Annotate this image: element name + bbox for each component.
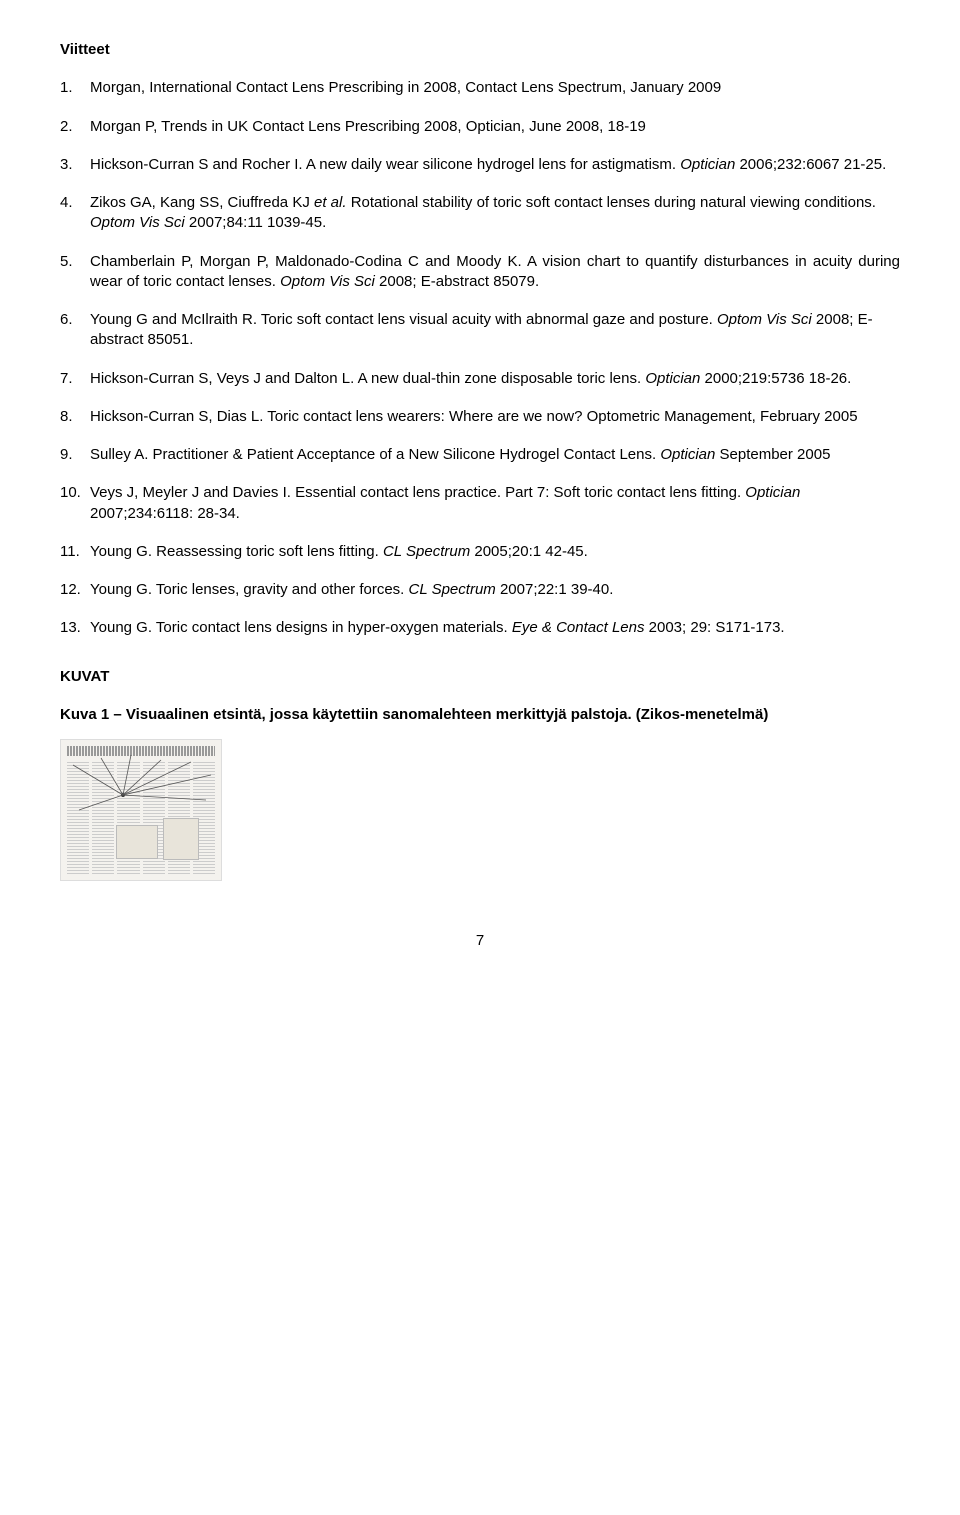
reference-number: 9. <box>60 445 90 465</box>
reference-text: Hickson-Curran S and Rocher I. A new dai… <box>90 155 900 175</box>
reference-number: 11. <box>60 542 90 562</box>
reference-item: 9.Sulley A. Practitioner & Patient Accep… <box>60 445 900 465</box>
figures-heading: KUVAT <box>60 667 900 687</box>
reference-text: Young G and McIlraith R. Toric soft cont… <box>90 310 900 351</box>
reference-number: 3. <box>60 155 90 175</box>
reference-item: 10.Veys J, Meyler J and Davies I. Essent… <box>60 483 900 524</box>
reference-number: 2. <box>60 117 90 137</box>
reference-text: Zikos GA, Kang SS, Ciuffreda KJ et al. R… <box>90 193 900 234</box>
reference-item: 7.Hickson-Curran S, Veys J and Dalton L.… <box>60 369 900 389</box>
reference-text: Young G. Reassessing toric soft lens fit… <box>90 542 900 562</box>
reference-number: 6. <box>60 310 90 351</box>
reference-text: Young G. Toric lenses, gravity and other… <box>90 580 900 600</box>
reference-item: 3.Hickson-Curran S and Rocher I. A new d… <box>60 155 900 175</box>
reference-text: Hickson-Curran S, Dias L. Toric contact … <box>90 407 900 427</box>
reference-number: 7. <box>60 369 90 389</box>
reference-item: 5.Chamberlain P, Morgan P, Maldonado-Cod… <box>60 252 900 293</box>
reference-item: 13.Young G. Toric contact lens designs i… <box>60 618 900 638</box>
figure-1-caption: Kuva 1 – Visuaalinen etsintä, jossa käyt… <box>60 705 900 725</box>
reference-item: 4.Zikos GA, Kang SS, Ciuffreda KJ et al.… <box>60 193 900 234</box>
figure-1-thumbnail <box>60 739 222 881</box>
reference-item: 2.Morgan P, Trends in UK Contact Lens Pr… <box>60 117 900 137</box>
reference-number: 4. <box>60 193 90 234</box>
reference-text: Hickson-Curran S, Veys J and Dalton L. A… <box>90 369 900 389</box>
reference-item: 6.Young G and McIlraith R. Toric soft co… <box>60 310 900 351</box>
reference-number: 13. <box>60 618 90 638</box>
reference-item: 11.Young G. Reassessing toric soft lens … <box>60 542 900 562</box>
reference-number: 12. <box>60 580 90 600</box>
reference-text: Veys J, Meyler J and Davies I. Essential… <box>90 483 900 524</box>
references-list: 1.Morgan, International Contact Lens Pre… <box>60 78 900 638</box>
reference-item: 1.Morgan, International Contact Lens Pre… <box>60 78 900 98</box>
reference-text: Sulley A. Practitioner & Patient Accepta… <box>90 445 900 465</box>
reference-number: 5. <box>60 252 90 293</box>
reference-text: Morgan, International Contact Lens Presc… <box>90 78 900 98</box>
reference-text: Morgan P, Trends in UK Contact Lens Pres… <box>90 117 900 137</box>
reference-number: 1. <box>60 78 90 98</box>
reference-number: 8. <box>60 407 90 427</box>
reference-item: 8.Hickson-Curran S, Dias L. Toric contac… <box>60 407 900 427</box>
references-heading: Viitteet <box>60 40 900 60</box>
reference-text: Chamberlain P, Morgan P, Maldonado-Codin… <box>90 252 900 293</box>
page-number: 7 <box>60 931 900 951</box>
reference-item: 12.Young G. Toric lenses, gravity and ot… <box>60 580 900 600</box>
reference-number: 10. <box>60 483 90 524</box>
reference-text: Young G. Toric contact lens designs in h… <box>90 618 900 638</box>
